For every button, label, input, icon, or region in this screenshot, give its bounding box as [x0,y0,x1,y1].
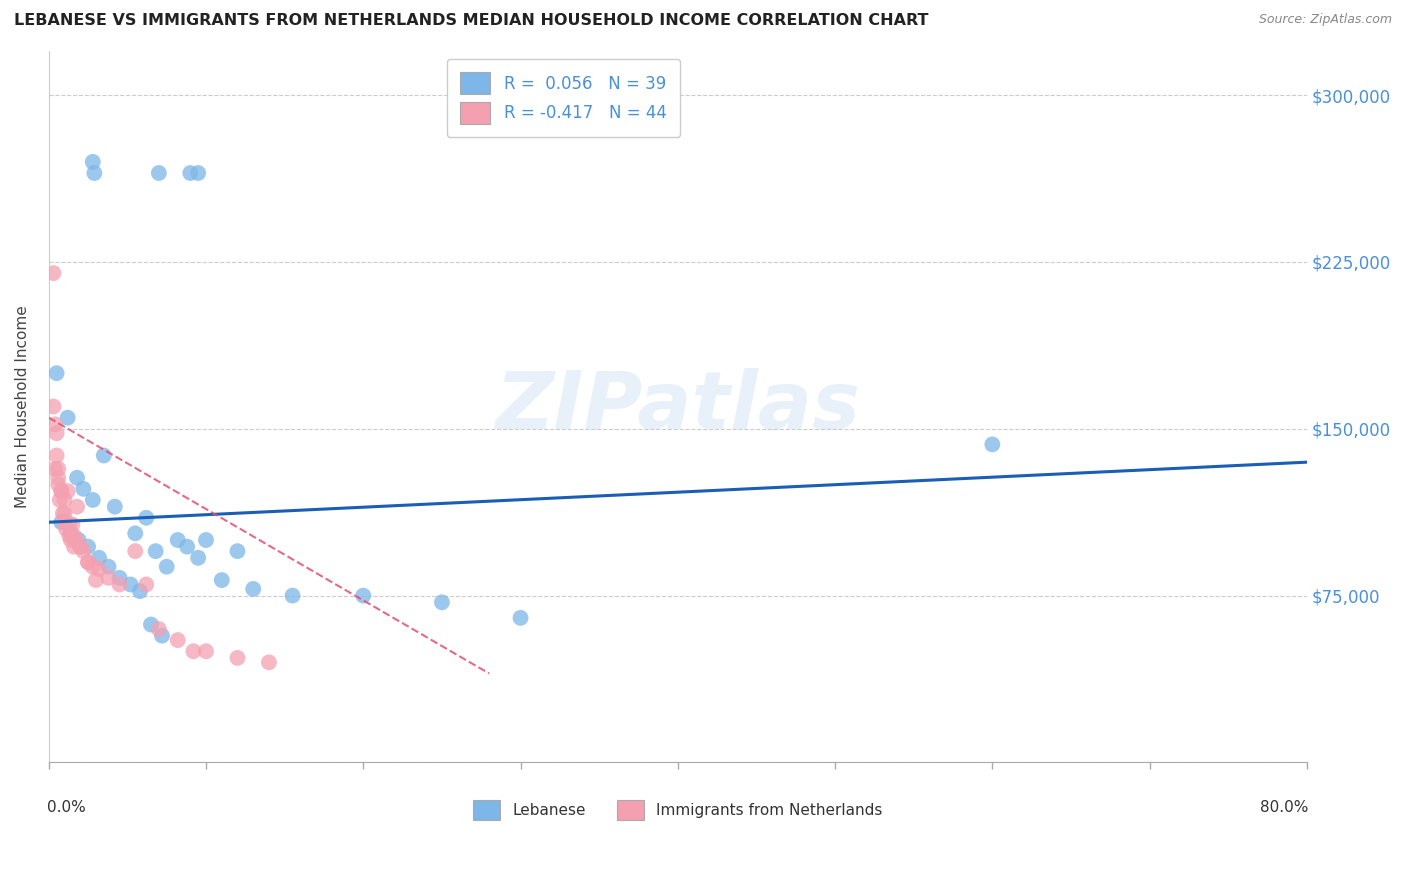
Point [148,622,170,636]
Point [42,400,65,414]
Point [59,533,82,547]
Point [56,410,79,425]
Text: 0.0%: 0.0% [48,800,86,815]
Point [281,589,304,603]
Point [84,573,107,587]
Point [44,462,66,476]
Point [45,426,67,441]
Point [108,571,131,585]
Point [139,617,162,632]
Point [46,462,69,476]
Point [77,540,100,554]
Point [83,166,105,180]
Point [195,533,218,547]
Point [124,526,146,541]
Point [49,493,72,508]
Point [148,166,170,180]
Point [69,540,91,554]
Point [135,510,157,524]
Point [87,562,110,576]
Point [59,526,82,541]
Point [145,544,167,558]
Point [166,633,188,648]
Point [58,517,80,532]
Point [104,500,127,514]
Y-axis label: Median Household Income: Median Household Income [15,305,30,508]
Point [56,484,79,499]
Point [53,515,76,529]
Point [97,559,120,574]
Point [352,589,374,603]
Point [135,577,157,591]
Point [66,500,89,514]
Point [45,366,67,380]
Point [120,577,142,591]
Point [82,154,104,169]
Point [93,449,115,463]
Point [981,437,1004,451]
Point [179,166,201,180]
Point [509,611,531,625]
Point [51,484,73,499]
Point [82,559,104,574]
Text: 80.0%: 80.0% [1260,800,1308,815]
Point [44,417,66,432]
Point [72,544,94,558]
Point [77,555,100,569]
Point [65,533,87,547]
Text: LEBANESE VS IMMIGRANTS FROM NETHERLANDS MEDIAN HOUSEHOLD INCOME CORRELATION CHAR: LEBANESE VS IMMIGRANTS FROM NETHERLANDS … [14,13,928,29]
Point [60,517,83,532]
Point [97,571,120,585]
Point [150,629,173,643]
Point [45,449,67,463]
Point [53,493,76,508]
Point [51,484,73,499]
Point [66,471,89,485]
Point [51,515,73,529]
Point [166,533,188,547]
Point [124,544,146,558]
Point [129,584,152,599]
Point [226,651,249,665]
Point [176,540,198,554]
Text: ZIPatlas: ZIPatlas [495,368,860,446]
Point [242,582,264,596]
Point [42,266,65,280]
Point [77,555,100,569]
Point [52,506,75,520]
Point [46,471,69,485]
Point [187,550,209,565]
Point [108,577,131,591]
Point [187,166,209,180]
Text: Source: ZipAtlas.com: Source: ZipAtlas.com [1258,13,1392,27]
Point [55,522,77,536]
Point [72,482,94,496]
Point [82,493,104,508]
Point [257,656,280,670]
Point [195,644,218,658]
Point [211,573,233,587]
Point [53,506,76,520]
Point [87,550,110,565]
Legend: Lebanese, Immigrants from Netherlands: Lebanese, Immigrants from Netherlands [467,794,889,826]
Point [46,477,69,491]
Point [156,559,179,574]
Point [69,540,91,554]
Point [183,644,205,658]
Point [226,544,249,558]
Point [58,528,80,542]
Point [67,533,90,547]
Point [63,528,86,542]
Point [63,540,86,554]
Point [430,595,453,609]
